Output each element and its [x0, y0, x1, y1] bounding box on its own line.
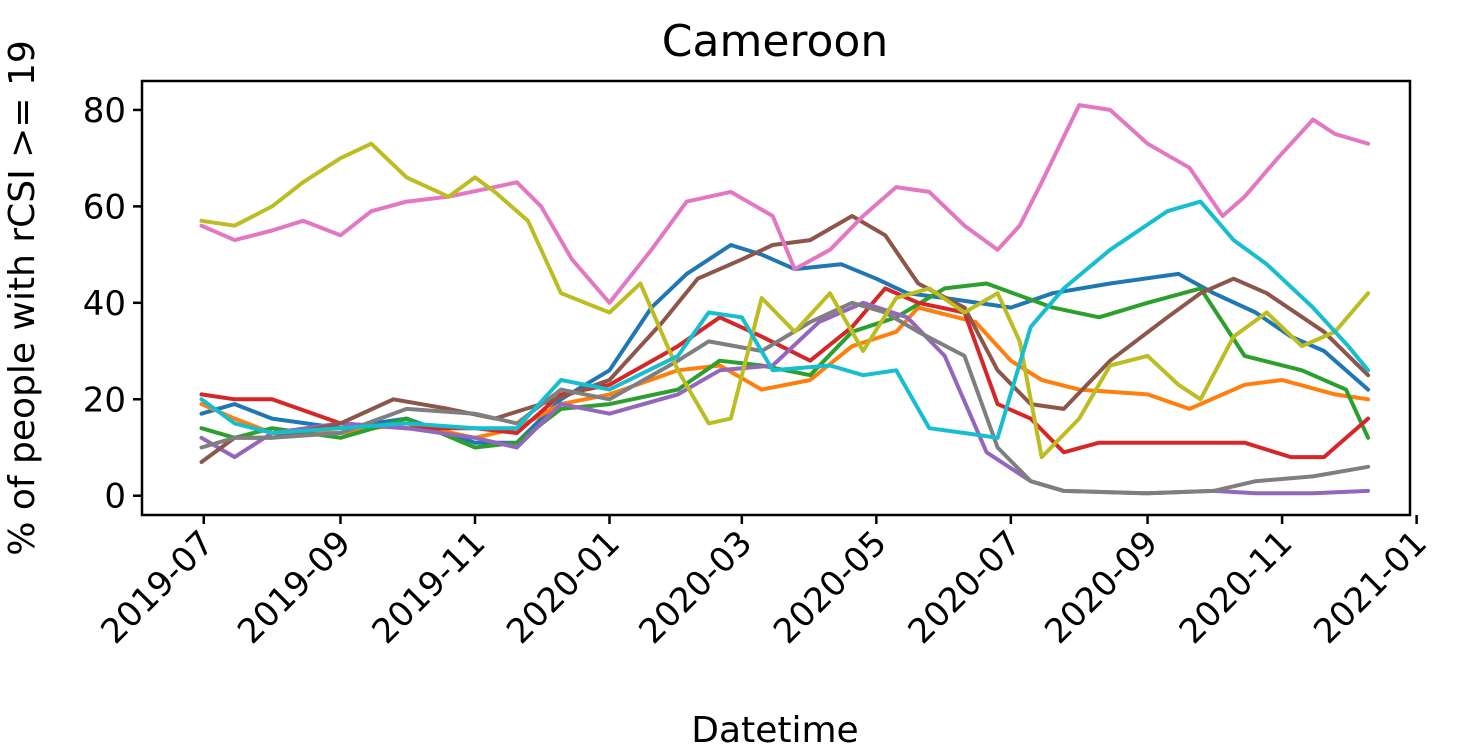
x-axis-label: Datetime	[691, 710, 858, 751]
y-axis: 0 20 40 60 80	[83, 91, 142, 517]
y-tick-label: 0	[104, 477, 126, 517]
x-tick-label: 2019-11	[365, 523, 494, 652]
series-line-7	[199, 103, 1371, 305]
x-tick-label: 2019-07	[93, 523, 222, 652]
series-line-9	[199, 141, 1371, 460]
x-tick-label: 2021-01	[1306, 523, 1435, 652]
x-tick-label: 2020-11	[1172, 523, 1301, 652]
x-tick-label: 2019-09	[230, 523, 359, 652]
y-axis-label: % of people with rCSI >= 19	[2, 40, 43, 556]
plot-frame	[140, 79, 1412, 517]
y-tick-label: 80	[83, 91, 126, 131]
x-axis: 2019-07 2019-09 2019-11 2020-01 2020-03 2020-…	[93, 515, 1435, 652]
y-tick-label: 40	[83, 284, 126, 324]
series-line-4	[199, 286, 1371, 460]
series-line-6	[199, 214, 1371, 464]
series-line-5	[199, 300, 1371, 496]
plot-series	[199, 103, 1371, 496]
series-line-10	[199, 199, 1371, 440]
series-line-8	[199, 300, 1371, 496]
series-line-1	[199, 243, 1371, 445]
x-tick-label: 2020-09	[1037, 523, 1166, 652]
x-tick-label: 2020-03	[631, 523, 760, 652]
x-tick-label: 2020-01	[499, 523, 628, 652]
y-tick-label: 60	[83, 187, 126, 227]
y-tick-label: 20	[83, 380, 126, 420]
chart-title: Cameroon	[662, 16, 888, 67]
x-tick-label: 2020-07	[901, 523, 1030, 652]
x-tick-label: 2020-05	[766, 523, 895, 652]
